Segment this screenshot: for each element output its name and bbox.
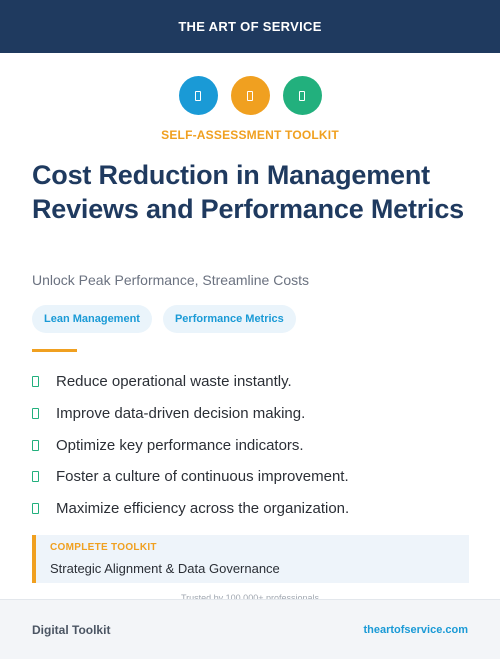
- list-item: Foster a culture of continuous improveme…: [32, 461, 472, 493]
- icon-row: [0, 76, 500, 115]
- check-icon: [32, 440, 39, 451]
- toolkit-label: COMPLETE TOOLKIT: [50, 542, 469, 553]
- kicker-label: SELF-ASSESSMENT TOOLKIT: [0, 128, 500, 142]
- footer-label: Digital Toolkit: [32, 623, 110, 637]
- list-item: Optimize key performance indicators.: [32, 429, 472, 461]
- toolkit-text: Strategic Alignment & Data Governance: [50, 561, 469, 576]
- benefit-text: Optimize key performance indicators.: [56, 437, 304, 454]
- document-icon: [179, 76, 218, 115]
- toolkit-callout: COMPLETE TOOLKIT Strategic Alignment & D…: [32, 535, 469, 583]
- benefit-text: Maximize efficiency across the organizat…: [56, 500, 349, 517]
- list-item: Reduce operational waste instantly.: [32, 366, 472, 398]
- page-title: Cost Reduction in Management Reviews and…: [32, 158, 472, 226]
- check-icon: [32, 471, 39, 482]
- check-icon: [32, 408, 39, 419]
- benefit-text: Foster a culture of continuous improveme…: [56, 468, 349, 485]
- check-icon: [32, 376, 39, 387]
- list-item: Improve data-driven decision making.: [32, 398, 472, 430]
- tag-lean-management: Lean Management: [32, 305, 152, 333]
- check-icon: [32, 503, 39, 514]
- benefit-list: Reduce operational waste instantly. Impr…: [32, 366, 472, 524]
- benefit-text: Improve data-driven decision making.: [56, 405, 305, 422]
- footer-bar: Digital Toolkit theartofservice.com: [0, 599, 500, 659]
- tag-performance-metrics: Performance Metrics: [163, 305, 296, 333]
- brand-name: THE ART OF SERVICE: [178, 19, 321, 34]
- accent-divider: [32, 349, 77, 352]
- chart-icon: [283, 76, 322, 115]
- benefit-text: Reduce operational waste instantly.: [56, 373, 292, 390]
- list-item: Maximize efficiency across the organizat…: [32, 493, 472, 525]
- subtitle: Unlock Peak Performance, Streamline Cost…: [32, 272, 309, 288]
- website-link[interactable]: theartofservice.com: [363, 624, 468, 636]
- clipboard-icon: [231, 76, 270, 115]
- header-bar: THE ART OF SERVICE: [0, 0, 500, 53]
- tag-list: Lean Management Performance Metrics: [32, 305, 296, 333]
